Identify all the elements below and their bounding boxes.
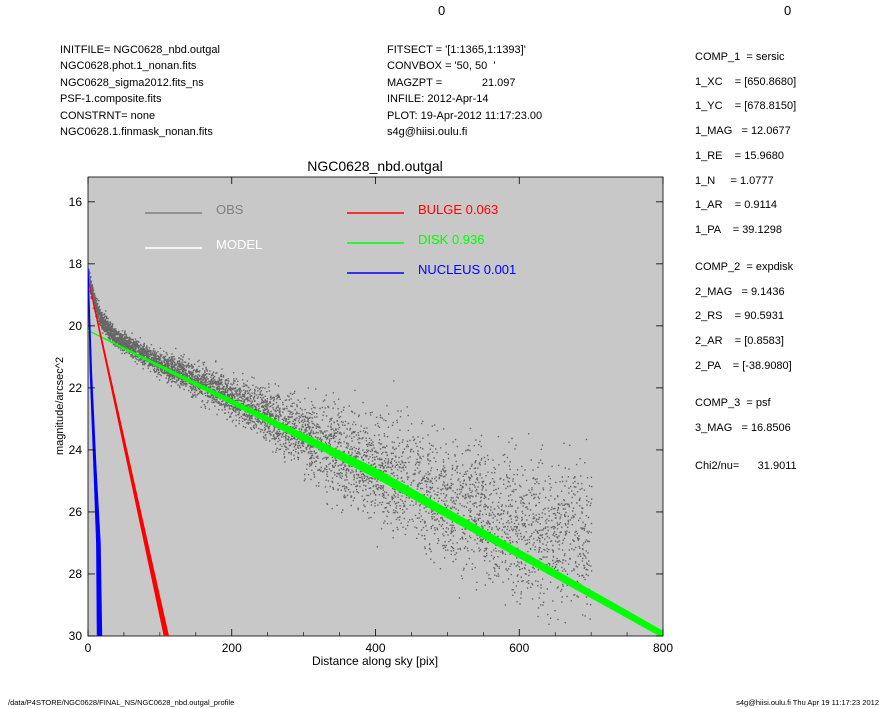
x-tick-label: 0 [85, 641, 92, 655]
legend-nucleus-label: NUCLEUS 0.001 [418, 262, 516, 277]
param-line: 1_PA = 39.1298 [695, 223, 782, 236]
header-psf: PSF-1.composite.fits [60, 93, 162, 106]
param-line: COMP_2 = expdisk [695, 261, 794, 273]
legend-disk-label: DISK 0.936 [418, 232, 485, 247]
param-line: 1_RE = 15.9680 [695, 149, 784, 162]
series-nucleus-band [88, 266, 103, 636]
param-line: Chi2/nu= 31.9011 [695, 460, 797, 472]
header-initfile: INITFILE= NGC0628_nbd.outgal [60, 44, 220, 56]
header-fitsect: FITSECT = '[1:1365,1:1393]' [387, 44, 526, 56]
param-line: 1_N = 1.0777 [695, 174, 774, 187]
param-line: 1_YC = [678.8150] [695, 100, 797, 113]
param-line: 3_MAG = 16.8506 [695, 421, 791, 434]
param-line: 2_AR = [0.8583] [695, 335, 784, 348]
legend-model-label: MODEL [216, 237, 262, 252]
x-tick-label: 800 [653, 641, 673, 655]
footer-path: /data/P4STORE/NGC0628/FINAL_NS/NGC0628_n… [8, 698, 235, 707]
y-tick-label: 20 [69, 319, 83, 333]
y-tick-label: 30 [69, 629, 83, 643]
param-line: 2_MAG = 9.1436 [695, 285, 785, 298]
y-tick-label: 18 [69, 257, 83, 271]
header-plot-date: PLOT: 19-Apr-2012 11:17:23.00 [387, 109, 543, 122]
axes: 0 200 400 600 800 16 18 20 22 24 26 28 30 [69, 177, 673, 655]
y-tick-label: 16 [69, 195, 83, 209]
model-components [88, 266, 663, 636]
param-line: 1_XC = [650.8680] [695, 75, 797, 88]
corner-value-left: 0 [438, 3, 446, 18]
header-infile: INFILE: 2012-Apr-14 [387, 93, 489, 106]
param-line: COMP_1 = sersic [695, 51, 785, 63]
plot-background [87, 176, 664, 637]
y-tick-label: 22 [69, 381, 83, 395]
param-line: 2_RS = 90.5931 [695, 310, 784, 323]
y-tick-label: 24 [69, 443, 83, 457]
param-line: 2_PA = [-38.9080] [695, 359, 792, 372]
header-email: s4g@hiisi.oulu.fi [387, 126, 468, 139]
x-tick-label: 200 [222, 641, 242, 655]
header-constraint: CONSTRNT= none [60, 109, 156, 122]
header-sigma: NGC0628_sigma2012.fits_ns [60, 76, 204, 89]
param-line: 1_MAG = 12.0677 [695, 125, 791, 138]
series-disk-band [88, 330, 663, 636]
corner-value-right: 0 [784, 3, 792, 18]
y-axis-label: magnitude/arcsec^2 [54, 357, 66, 455]
header-magzpt: MAGZPT = 21.097 [387, 76, 516, 89]
x-tick-label: 400 [365, 641, 385, 655]
x-axis-label: Distance along sky [pix] [312, 654, 438, 668]
legend-bulge-label: BULGE 0.063 [418, 202, 498, 217]
y-tick-label: 28 [69, 567, 83, 581]
y-tick-label: 26 [69, 505, 83, 519]
param-line: 1_AR = 0.9114 [695, 199, 778, 212]
legend: OBS MODEL BULGE 0.063 DISK 0.936 NUCLEUS 0.0… [145, 202, 516, 277]
param-line: COMP_3 = psf [695, 397, 771, 409]
header-mask: NGC0628.1.finmask_nonan.fits [60, 126, 213, 139]
footer-signature: s4g@hiisi.oulu.fi Thu Apr 19 11:17:23 20… [736, 698, 879, 707]
legend-obs-label: OBS [216, 202, 244, 217]
series-bulge-band [88, 277, 170, 636]
header-left-block: INITFILE= NGC0628_nbd.outgal NGC0628.pho… [60, 42, 220, 140]
chart-title: NGC0628_nbd.outgal [307, 158, 442, 174]
header-mid-block: FITSECT = '[1:1365,1:1393]' CONVBOX = '5… [387, 42, 542, 140]
header-image: NGC0628.phot.1_nonan.fits [60, 60, 197, 73]
header-convbox: CONVBOX = '50, 50 ' [387, 60, 496, 73]
x-tick-label: 600 [509, 641, 529, 655]
